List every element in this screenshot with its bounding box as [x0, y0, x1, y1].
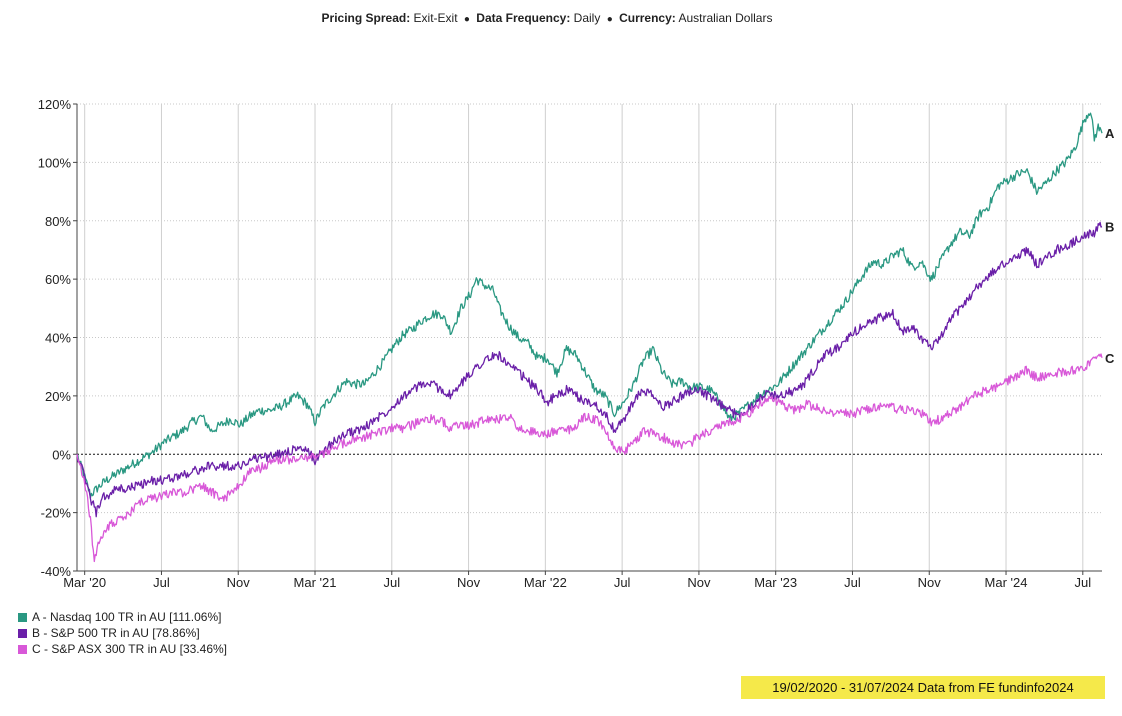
currency-label: Currency:	[619, 11, 676, 25]
series-line-a	[76, 112, 1103, 499]
y-tick-label: 0%	[52, 447, 71, 462]
x-tick-label: Nov	[457, 575, 481, 590]
x-tick-label: Mar '21	[294, 575, 337, 590]
legend-swatch-b	[18, 628, 27, 638]
series-end-label-c: C	[1105, 351, 1115, 366]
x-tick-label: Nov	[227, 575, 251, 590]
x-tick-label: Mar '23	[754, 575, 797, 590]
legend-label-c: C - S&P ASX 300 TR in AU [33.46%]	[32, 642, 227, 656]
separator-dot: ●	[463, 14, 470, 25]
separator-dot: ●	[606, 14, 613, 25]
x-tick-label: Jul	[844, 575, 861, 590]
x-tick-label: Jul	[383, 575, 400, 590]
y-tick-label: 60%	[45, 272, 71, 287]
x-tick-label: Nov	[918, 575, 942, 590]
series-end-label-b: B	[1105, 220, 1114, 235]
x-tick-label: Nov	[687, 575, 711, 590]
data-source-badge: 19/02/2020 - 31/07/2024 Data from FE fun…	[741, 676, 1105, 699]
legend-item-b: B - S&P 500 TR in AU [78.86%]	[18, 625, 227, 641]
legend-swatch-a	[18, 612, 27, 622]
y-tick-label: 20%	[45, 389, 71, 404]
pricing-spread-value: Exit-Exit	[413, 11, 458, 25]
series-line-b	[76, 221, 1103, 518]
legend-label-b: B - S&P 500 TR in AU [78.86%]	[32, 626, 200, 640]
x-tick-label: Mar '22	[524, 575, 567, 590]
y-tick-label: 100%	[38, 155, 72, 170]
chart-subtitle: Pricing Spread: Exit-Exit ● Data Frequen…	[0, 11, 1094, 25]
x-tick-label: Jul	[614, 575, 631, 590]
performance-line-chart: -40% -20% 0% 20% 40% 60% 80% 100% 120% Mar '20 Jul…	[38, 97, 1115, 590]
data-frequency-label: Data Frequency:	[476, 11, 571, 25]
series-lines	[76, 112, 1103, 563]
y-tick-label: 40%	[45, 331, 71, 346]
x-tick-label: Mar '24	[985, 575, 1028, 590]
tick-labels: -40% -20% 0% 20% 40% 60% 80% 100% 120% Mar '20 Jul…	[38, 97, 1115, 590]
series-line-c	[76, 353, 1103, 563]
legend-label-a: A - Nasdaq 100 TR in AU [111.06%]	[32, 610, 222, 624]
series-end-label-a: A	[1105, 126, 1115, 141]
y-tick-label: 80%	[45, 214, 71, 229]
chart-legend: A - Nasdaq 100 TR in AU [111.06%] B - S&…	[18, 609, 227, 657]
x-tick-label: Jul	[1074, 575, 1091, 590]
axes	[73, 103, 1102, 575]
currency-value: Australian Dollars	[678, 11, 773, 25]
data-frequency-value: Daily	[573, 11, 601, 25]
legend-item-a: A - Nasdaq 100 TR in AU [111.06%]	[18, 609, 227, 625]
legend-swatch-c	[18, 644, 27, 654]
x-tick-label: Mar '20	[63, 575, 106, 590]
y-tick-label: 120%	[38, 97, 72, 112]
y-tick-label: -40%	[41, 564, 72, 579]
legend-item-c: C - S&P ASX 300 TR in AU [33.46%]	[18, 641, 227, 657]
x-tick-label: Jul	[153, 575, 170, 590]
pricing-spread-label: Pricing Spread:	[321, 11, 411, 25]
y-tick-label: -20%	[41, 506, 72, 521]
grid-lines	[77, 103, 1102, 572]
